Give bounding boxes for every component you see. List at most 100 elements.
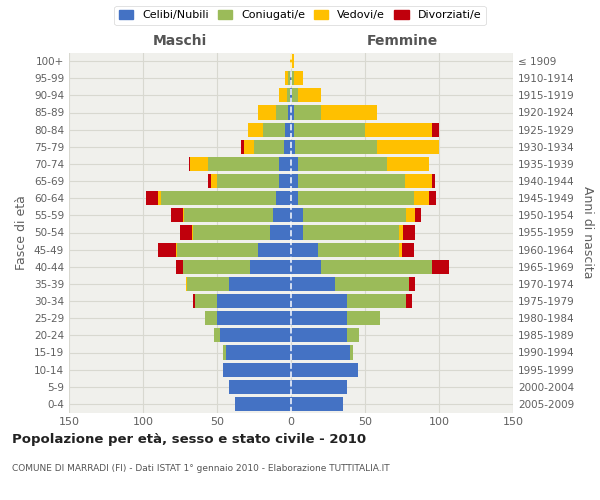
Bar bbox=[187, 277, 229, 291]
Bar bbox=[208, 157, 279, 171]
Bar bbox=[223, 362, 291, 376]
Bar bbox=[320, 260, 431, 274]
Y-axis label: Fasce di età: Fasce di età bbox=[16, 195, 28, 270]
Bar bbox=[244, 140, 254, 154]
Bar bbox=[406, 294, 412, 308]
Bar bbox=[350, 346, 353, 360]
Bar bbox=[290, 88, 291, 102]
Bar bbox=[291, 106, 294, 120]
Bar bbox=[291, 71, 294, 85]
Bar bbox=[184, 208, 273, 222]
Text: Popolazione per età, sesso e stato civile - 2010: Popolazione per età, sesso e stato civil… bbox=[12, 432, 366, 446]
Bar bbox=[365, 122, 431, 136]
Bar bbox=[298, 174, 405, 188]
Bar bbox=[276, 106, 288, 120]
Bar bbox=[335, 277, 409, 291]
Bar bbox=[183, 260, 250, 274]
Bar bbox=[291, 54, 294, 68]
Bar bbox=[259, 106, 276, 120]
Bar bbox=[303, 226, 399, 239]
Bar bbox=[298, 88, 320, 102]
Bar bbox=[291, 88, 292, 102]
Bar bbox=[431, 122, 439, 136]
Bar bbox=[402, 242, 414, 256]
Legend: Celibi/Nubili, Coniugati/e, Vedovi/e, Divorziati/e: Celibi/Nubili, Coniugati/e, Vedovi/e, Di… bbox=[115, 6, 485, 25]
Bar bbox=[205, 311, 217, 325]
Bar bbox=[291, 397, 343, 411]
Bar bbox=[399, 226, 403, 239]
Bar bbox=[273, 208, 291, 222]
Bar bbox=[285, 122, 291, 136]
Bar bbox=[291, 362, 358, 376]
Bar bbox=[254, 140, 284, 154]
Bar bbox=[220, 328, 291, 342]
Bar bbox=[405, 174, 431, 188]
Text: Femmine: Femmine bbox=[367, 34, 437, 48]
Bar bbox=[387, 157, 428, 171]
Bar bbox=[183, 208, 184, 222]
Bar bbox=[403, 226, 415, 239]
Bar bbox=[146, 191, 158, 205]
Bar bbox=[158, 191, 161, 205]
Bar bbox=[294, 106, 320, 120]
Bar bbox=[431, 260, 449, 274]
Bar bbox=[161, 191, 276, 205]
Bar bbox=[241, 140, 244, 154]
Bar bbox=[294, 122, 365, 136]
Bar bbox=[291, 380, 347, 394]
Bar bbox=[294, 71, 303, 85]
Bar bbox=[263, 122, 285, 136]
Bar bbox=[276, 191, 291, 205]
Bar bbox=[291, 328, 347, 342]
Bar bbox=[291, 311, 347, 325]
Bar bbox=[431, 174, 434, 188]
Bar bbox=[192, 226, 193, 239]
Bar bbox=[193, 294, 195, 308]
Bar bbox=[235, 397, 291, 411]
Bar bbox=[250, 260, 291, 274]
Bar bbox=[290, 71, 291, 85]
Bar bbox=[287, 88, 290, 102]
Bar bbox=[223, 346, 226, 360]
Bar bbox=[176, 260, 183, 274]
Text: COMUNE DI MARRADI (FI) - Dati ISTAT 1° gennaio 2010 - Elaborazione TUTTITALIA.IT: COMUNE DI MARRADI (FI) - Dati ISTAT 1° g… bbox=[12, 464, 389, 473]
Bar bbox=[303, 208, 406, 222]
Bar bbox=[259, 242, 291, 256]
Bar bbox=[229, 380, 291, 394]
Bar bbox=[217, 311, 291, 325]
Bar bbox=[189, 157, 190, 171]
Bar bbox=[288, 71, 290, 85]
Bar bbox=[270, 226, 291, 239]
Bar bbox=[279, 157, 291, 171]
Bar bbox=[217, 174, 279, 188]
Bar bbox=[295, 140, 377, 154]
Bar bbox=[377, 140, 439, 154]
Bar bbox=[291, 140, 295, 154]
Bar bbox=[284, 140, 291, 154]
Bar bbox=[279, 88, 287, 102]
Bar bbox=[291, 208, 303, 222]
Bar bbox=[291, 277, 335, 291]
Bar bbox=[186, 277, 187, 291]
Bar bbox=[291, 157, 298, 171]
Bar bbox=[292, 88, 298, 102]
Bar bbox=[414, 191, 428, 205]
Bar bbox=[298, 191, 414, 205]
Bar bbox=[176, 242, 177, 256]
Bar bbox=[177, 242, 259, 256]
Bar bbox=[217, 294, 291, 308]
Bar bbox=[406, 208, 415, 222]
Bar bbox=[428, 191, 436, 205]
Bar bbox=[291, 294, 347, 308]
Bar bbox=[290, 54, 291, 68]
Bar bbox=[226, 346, 291, 360]
Bar bbox=[291, 174, 298, 188]
Bar bbox=[211, 174, 217, 188]
Bar bbox=[248, 122, 263, 136]
Bar bbox=[291, 191, 298, 205]
Bar bbox=[347, 328, 359, 342]
Bar bbox=[208, 174, 211, 188]
Bar bbox=[190, 157, 208, 171]
Text: Maschi: Maschi bbox=[153, 34, 207, 48]
Bar bbox=[320, 106, 377, 120]
